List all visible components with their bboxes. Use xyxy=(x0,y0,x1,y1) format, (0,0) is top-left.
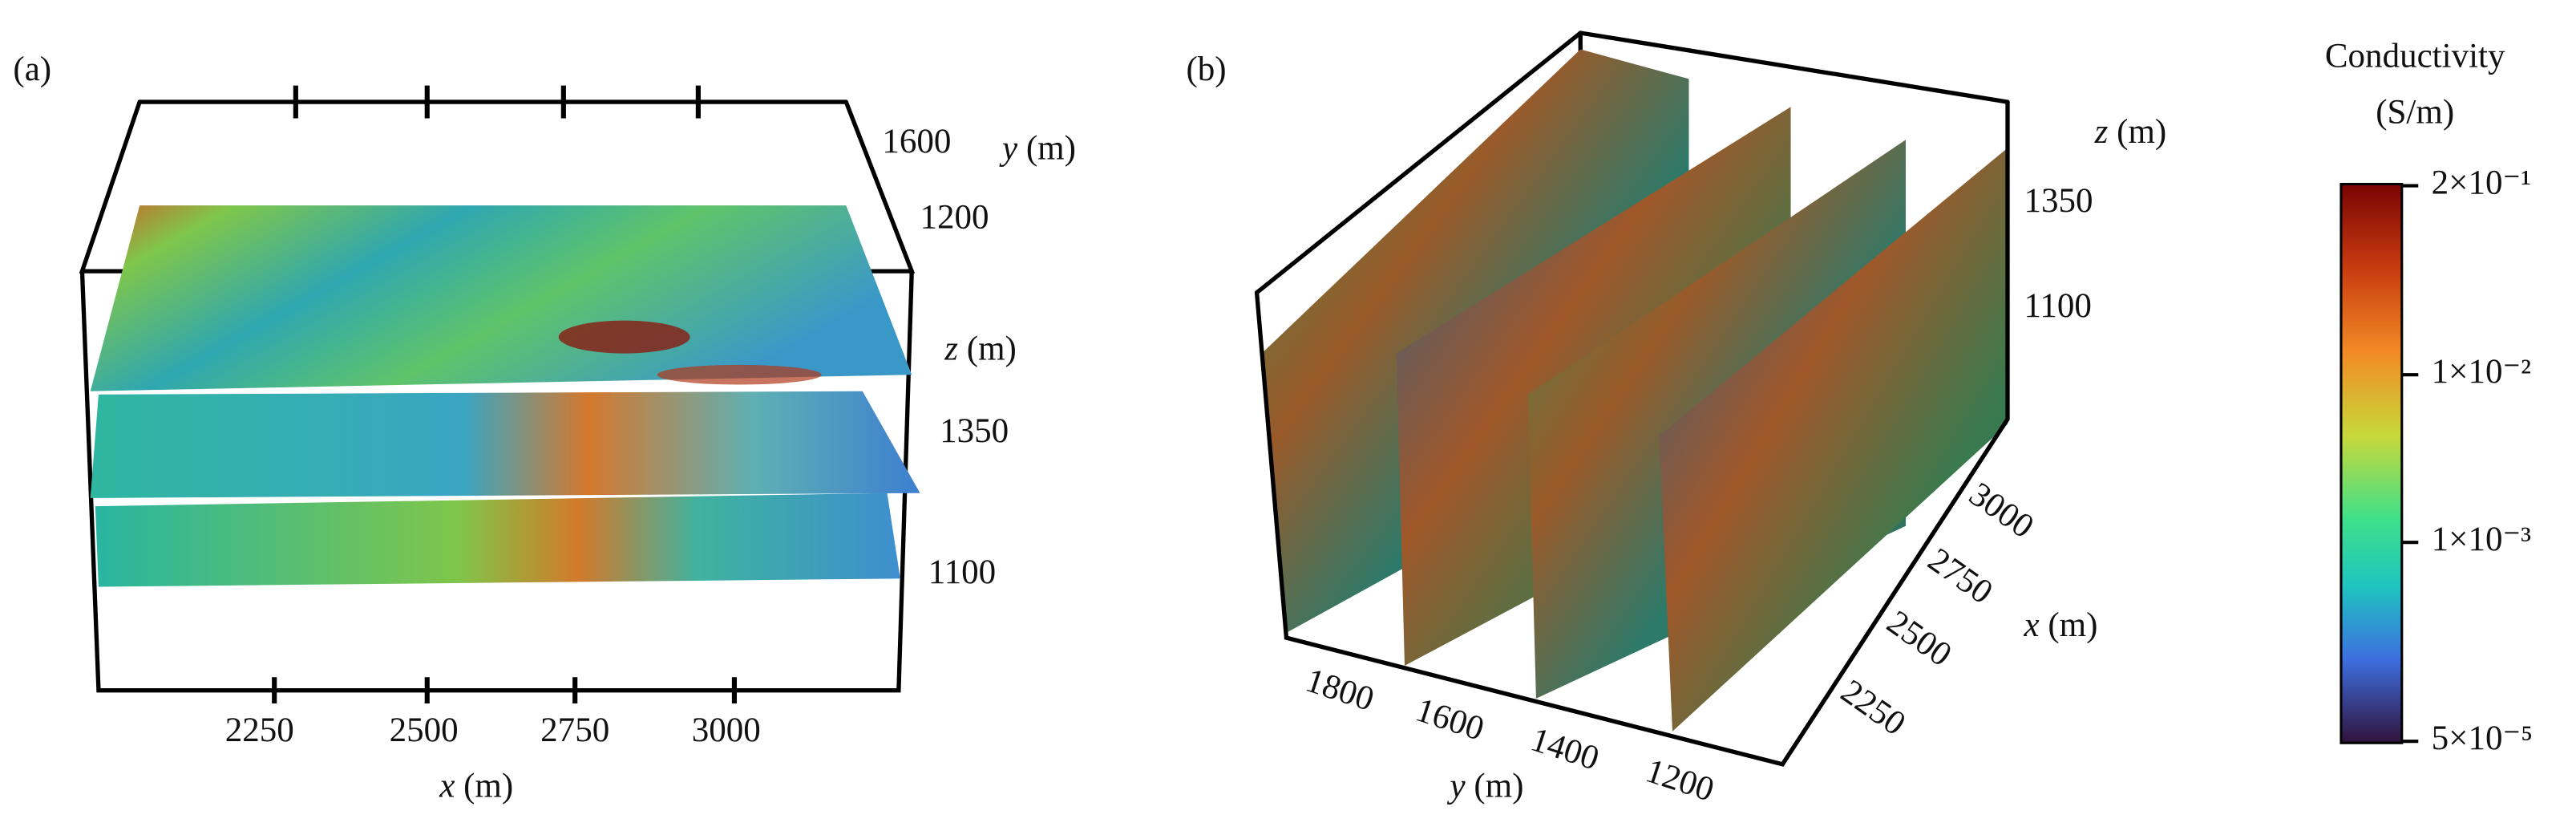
x-tick-label: 3000 xyxy=(692,711,761,749)
x-tick-label: 2750 xyxy=(540,711,609,749)
x-tick-label: 2250 xyxy=(225,711,294,749)
slice xyxy=(95,492,900,587)
axis-label: y (m) xyxy=(1446,767,1523,805)
ticks xyxy=(272,85,738,704)
colorbar-tick-label: 1×10⁻³ xyxy=(2432,521,2531,558)
x-tick-label: 2750 xyxy=(1921,541,1999,612)
label-part: y xyxy=(999,129,1018,167)
label-part: x xyxy=(2024,606,2040,644)
slice-feature xyxy=(558,320,690,354)
label-part: (m) xyxy=(463,767,513,805)
label-part: (m) xyxy=(2048,606,2097,644)
box-edge xyxy=(1254,99,2010,767)
panel-label: (b) xyxy=(1186,51,1226,88)
label-part: z xyxy=(944,330,958,367)
y-tick-label: 1200 xyxy=(1641,752,1718,809)
label-part: z xyxy=(2094,113,2109,151)
z-tick-label: 1200 xyxy=(920,198,989,236)
panel-b: (b) z (m) 1350 1100 3000 2750 2500 2250 … xyxy=(1186,30,2167,809)
z-tick-label: 1350 xyxy=(2024,182,2093,220)
colorbar: Conductivity (S/m) 2×10⁻¹ 1×10⁻² 1×10⁻³ … xyxy=(2325,38,2533,757)
y-tick-label: 1400 xyxy=(1527,720,1603,777)
label-part: (m) xyxy=(1474,767,1523,805)
axis-label: y (m) xyxy=(999,129,1076,167)
panel-label: (a) xyxy=(13,51,51,88)
colorbar-ticks xyxy=(2401,184,2419,744)
x-tick-label: 2250 xyxy=(1834,672,1912,743)
z-tick-label: 1350 xyxy=(940,412,1009,450)
colorbar-title: Conductivity xyxy=(2325,38,2505,75)
x-tick-label: 2500 xyxy=(390,711,459,749)
colorbar-tick-label: 1×10⁻² xyxy=(2432,353,2531,391)
axis-label: z (m) xyxy=(944,330,1017,367)
axis-label: z (m) xyxy=(2094,113,2167,151)
y-tick-label: 1600 xyxy=(1411,691,1488,748)
slice xyxy=(1659,148,2008,732)
label-part: y xyxy=(1446,767,1466,805)
colorbar-title: (S/m) xyxy=(2376,93,2454,131)
z-tick-label: 1100 xyxy=(928,553,996,591)
axis-label: x (m) xyxy=(439,767,513,805)
colorbar-scale xyxy=(2339,182,2404,744)
panel-a: (a) 2250 2500 2750 3000 x (m) 1600 y (m)… xyxy=(13,51,1076,805)
label-part: x xyxy=(439,767,455,805)
slice xyxy=(90,205,912,391)
y-tick-label: 1800 xyxy=(1301,662,1378,719)
y-tick-label: 1600 xyxy=(882,123,951,160)
slice xyxy=(90,391,920,498)
x-tick-label: 3000 xyxy=(1963,476,2040,546)
label-part: (m) xyxy=(1026,129,1076,167)
slice-feature xyxy=(657,364,822,385)
axis-label: x (m) xyxy=(2024,606,2098,644)
z-tick-label: 1100 xyxy=(2024,287,2092,325)
label-part: (m) xyxy=(967,330,1017,367)
colorbar-tick-label: 5×10⁻⁵ xyxy=(2432,719,2534,757)
x-tick-label: 2500 xyxy=(1880,603,1958,674)
colorbar-tick-label: 2×10⁻¹ xyxy=(2432,164,2531,201)
label-part: (m) xyxy=(2117,113,2166,151)
